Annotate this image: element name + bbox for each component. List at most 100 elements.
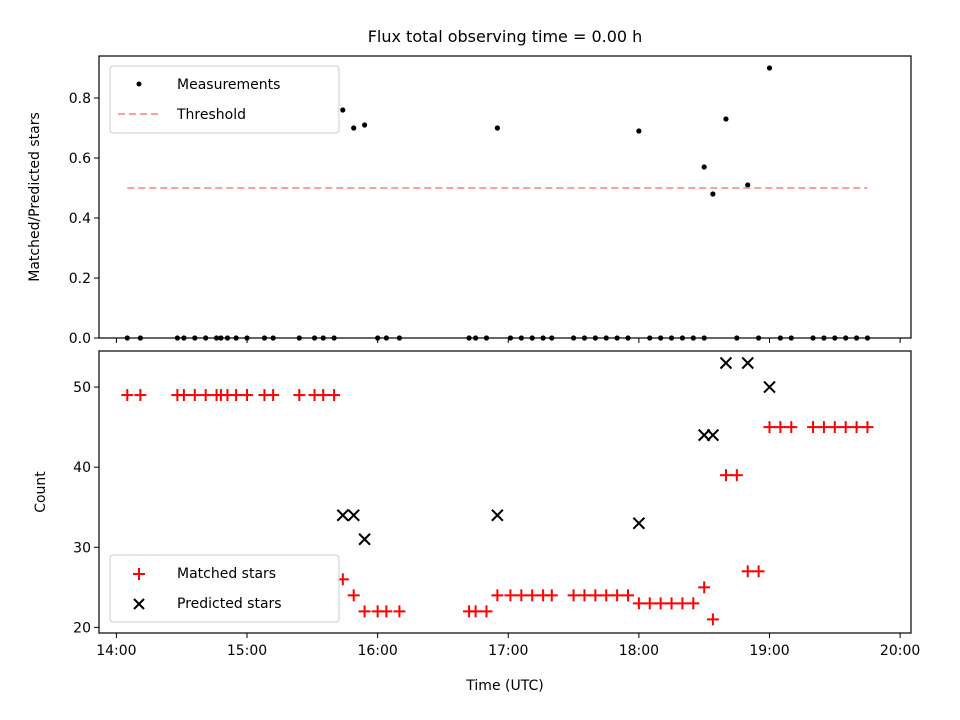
x-tick-label: 19:00 [749, 643, 789, 659]
matched-stars-point [491, 589, 504, 602]
bottom-y-tick-label: 20 [73, 620, 91, 636]
top-y-tick-label: 0.2 [69, 271, 91, 287]
matched-stars-point [817, 421, 830, 434]
measurements-point [494, 125, 500, 131]
predicted-stars-point [719, 356, 733, 370]
matched-stars-point [589, 589, 602, 602]
bottom-y-tick-label: 40 [73, 460, 91, 476]
predicted-stars-point-b [347, 509, 360, 522]
matched-stars-point [719, 469, 732, 482]
predicted-stars-point-b [336, 509, 350, 522]
bottom-y-tick-label: 30 [73, 540, 91, 556]
matched-stars-point [358, 605, 371, 618]
top-plot-frame [98, 55, 912, 339]
matched-stars-point [632, 597, 645, 610]
bottom-plot-area [121, 356, 874, 626]
bottom-panel: 14:00 15:00 16:00 17:00 18:00 19:00 20:00 20 30 4… [33, 350, 920, 694]
matched-stars-point [469, 605, 482, 618]
matched-stars-point [861, 421, 874, 434]
x-tick-label: 15:00 [227, 643, 267, 659]
matched-stars-point [665, 597, 678, 610]
predicted-stars-point [763, 380, 776, 394]
matched-stars-point [347, 589, 360, 602]
measurements-point [701, 164, 707, 170]
predicted-stars-point-b [491, 509, 504, 522]
measurements-point [340, 107, 346, 113]
matched-stars-point [480, 605, 493, 618]
matched-stars-point [567, 589, 580, 602]
matched-stars-point [621, 589, 634, 602]
matched-stars-point [752, 565, 765, 578]
matched-stars-point [850, 421, 863, 434]
top-legend-box [109, 65, 340, 134]
top-chart-title: Flux total observing time = 0.00 h [368, 27, 643, 46]
matched-stars-point [676, 597, 689, 610]
matched-stars-point [698, 581, 711, 594]
predicted-stars-point [491, 509, 504, 522]
measurements-point [351, 125, 357, 131]
matched-stars-point [578, 589, 591, 602]
matched-stars-point [188, 389, 201, 402]
top-y-tick-label: 0.8 [69, 91, 91, 107]
predicted-stars-legend-marker [133, 598, 145, 610]
top-y-tick-label: 0.4 [69, 211, 91, 227]
matched-stars-point [785, 421, 798, 434]
x-tick-label: 18:00 [619, 643, 659, 659]
matched-stars-point [774, 421, 787, 434]
matched-stars-point [328, 389, 341, 402]
bottom-y-tick-label: 50 [73, 380, 91, 396]
top-axis-ticks: 0.0 0.2 0.4 0.6 0.8 [69, 91, 901, 347]
threshold-legend-label: Threshold [176, 107, 246, 123]
top-y-tick-label: 0.6 [69, 151, 91, 167]
x-axis-label: Time (UTC) [465, 678, 543, 694]
bottom-legend: Matched stars Predicted stars [109, 554, 340, 623]
x-tick-label: 14:00 [96, 643, 136, 659]
predicted-stars-point-b [706, 428, 720, 442]
matched-stars-point [730, 469, 743, 482]
x-tick-label: 16:00 [357, 643, 397, 659]
predicted-stars-point [347, 509, 360, 522]
measurements-point [710, 191, 716, 197]
measurements-legend-label: Measurements [177, 77, 280, 93]
predicted-stars-point-b [358, 533, 371, 546]
bottom-axis-ticks: 14:00 15:00 16:00 17:00 18:00 19:00 20:00 20 30 4… [73, 380, 920, 659]
matched-stars-point [741, 565, 754, 578]
top-panel: 0.00.20.40.60.8 Matched/Predicted stars … [27, 55, 912, 347]
matched-stars-legend-marker [133, 568, 145, 580]
top-y-tick-label: 0.0 [69, 331, 91, 347]
matched-stars-point [545, 589, 558, 602]
measurements-legend-marker [136, 81, 142, 87]
bottom-plot-frame [98, 350, 912, 634]
matched-stars-point [611, 589, 624, 602]
matched-stars-point [839, 421, 852, 434]
matched-stars-legend-label: Matched stars [177, 566, 276, 582]
predicted-stars-point [741, 356, 754, 370]
matched-stars-point [317, 389, 330, 402]
predicted-stars-point [336, 509, 350, 522]
matched-stars-point [687, 597, 700, 610]
measurements-point [766, 65, 773, 71]
bottom-y-axis-label: Count [33, 471, 49, 513]
top-legend: Measurements Threshold [109, 65, 340, 134]
predicted-stars-point [358, 533, 371, 546]
predicted-stars-point-b [632, 517, 646, 530]
matched-stars-point [807, 421, 820, 434]
matched-stars-point [241, 389, 254, 402]
matched-stars-point [643, 597, 656, 610]
measurements-point [636, 128, 642, 134]
x-tick-label: 17:00 [488, 643, 528, 659]
matched-stars-point [504, 589, 517, 602]
matched-stars-point [121, 389, 134, 402]
matched-stars-point [706, 613, 719, 626]
top-y-axis-label: Matched/Predicted stars [27, 112, 43, 282]
bottom-legend-box [109, 554, 340, 623]
predicted-stars-point-b [741, 356, 754, 370]
matched-stars-point [828, 421, 841, 434]
predicted-stars-point [706, 428, 720, 442]
matched-stars-point [267, 389, 280, 402]
predicted-stars-legend-label: Predicted stars [177, 596, 282, 612]
matched-stars-point [654, 597, 667, 610]
measurements-point [361, 122, 368, 128]
matched-stars-point [134, 389, 147, 402]
